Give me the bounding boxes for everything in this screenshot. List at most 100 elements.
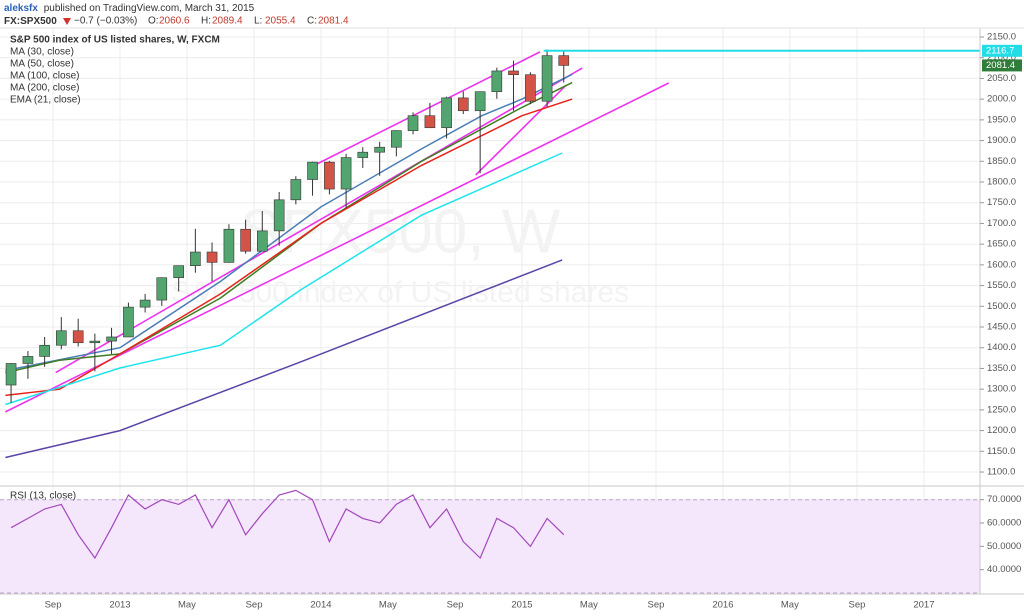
candle-body (206, 251, 218, 263)
legend-entry: MA (30, close) (10, 47, 74, 58)
candle-body (374, 146, 385, 153)
y-tick-label: 1750.0 (987, 197, 1016, 208)
candle-body (190, 251, 201, 266)
rsi-line (10, 489, 565, 560)
candle-body (156, 277, 168, 301)
indicator-line (5, 152, 563, 406)
candle-body (240, 228, 251, 252)
candle-body (508, 70, 519, 76)
candle-body (457, 97, 469, 112)
y-tick-label: 2000.0 (987, 94, 1016, 105)
price-label-box (982, 44, 1022, 57)
price-label: 2081.4 (986, 60, 1015, 71)
candle-body (5, 363, 17, 386)
symbol-line: FX:SPX500 (4, 16, 57, 27)
candle-body (525, 74, 536, 102)
candle-body (256, 230, 268, 252)
legend-entry: EMA (21, close) (10, 95, 81, 106)
chart-title: S&P 500 index of US listed shares, W, FX… (10, 35, 220, 46)
y-tick-label: 40.0000 (987, 564, 1021, 575)
price-label-box (982, 59, 1022, 72)
candle-body (290, 179, 302, 201)
y-tick-label: 1250.0 (987, 404, 1016, 415)
candle-body (106, 336, 117, 342)
candle-body (424, 115, 436, 129)
candle-body (340, 157, 352, 190)
candle-body (357, 151, 369, 158)
ohlc-value: 2060.6 (159, 16, 190, 27)
x-tick-label: Sep (45, 600, 62, 611)
down-arrow (63, 18, 71, 25)
y-tick-label: 70.0000 (987, 494, 1021, 505)
candle-body (407, 115, 419, 131)
y-tick-label: 1650.0 (987, 239, 1016, 250)
candle-body (307, 161, 318, 180)
ohlc-value: 2055.4 (265, 16, 296, 27)
header-line: aleksfx published on TradingView.com, Ma… (4, 3, 255, 14)
indicator-line (5, 73, 573, 372)
legend-entry: MA (50, close) (10, 59, 74, 70)
y-tick-label: 1150.0 (987, 446, 1015, 457)
y-tick-label: 1450.0 (987, 322, 1016, 333)
candle-body (441, 97, 452, 129)
candle-body (541, 55, 553, 102)
candle-body (474, 91, 486, 112)
candle-body (139, 299, 151, 308)
indicator-line (5, 81, 573, 374)
ohlc: O: 2060.6 H: 2089.4 L: 2055.4 C: 2081.4 (148, 16, 349, 27)
ohlc-label: L: (254, 16, 262, 27)
candle-body (558, 55, 570, 66)
y-tick-label: 1950.0 (987, 114, 1016, 125)
x-tick-label: Sep (849, 600, 866, 611)
candle-body (56, 330, 67, 346)
candle-body (223, 228, 235, 263)
x-tick-label: May (580, 600, 598, 611)
x-tick-label: 2014 (310, 600, 331, 611)
x-tick-label: Sep (648, 600, 665, 611)
candle-body (123, 306, 134, 338)
candle-body (72, 330, 84, 344)
price-panel: SPX500, W S&P 500 index of US listed sha… (5, 49, 980, 459)
indicator-line (5, 259, 563, 459)
x-tick-label: Sep (246, 600, 263, 611)
change: −0.7 (−0.03%) (74, 16, 137, 27)
x-tick-label: May (178, 600, 196, 611)
y-tick-label: 1500.0 (987, 301, 1016, 312)
candle-body (273, 199, 285, 232)
y-tick-label: 1550.0 (987, 280, 1016, 291)
symbol: FX:SPX500 (4, 16, 57, 27)
legend: S&P 500 index of US listed shares, W, FX… (10, 35, 220, 106)
legend-entry: MA (200, close) (10, 83, 79, 94)
y-tick-label: 2150.0 (987, 32, 1016, 43)
x-tick-label: May (379, 600, 397, 611)
ohlc-value: 2081.4 (318, 16, 349, 27)
ohlc-value: 2089.4 (212, 16, 243, 27)
trend-line (55, 67, 583, 374)
legend-entry: MA (100, close) (10, 71, 79, 82)
y-tick-label: 60.0000 (987, 518, 1021, 529)
y-tick-label: 1350.0 (987, 363, 1016, 374)
y-tick-label: 1600.0 (987, 259, 1016, 270)
price-label: 2116.7 (986, 45, 1014, 56)
y-tick-label: 1100.0 (987, 467, 1015, 478)
rsi-title: RSI (13, close) (10, 491, 76, 502)
published: published on TradingView.com, March 31, … (44, 3, 255, 14)
x-tick-label: 2016 (712, 600, 733, 611)
y-tick-label: 1400.0 (987, 342, 1016, 353)
candle-body (491, 70, 503, 92)
x-tick-label: 2013 (109, 600, 130, 611)
trend-line (314, 51, 541, 166)
x-tick-label: Sep (447, 600, 464, 611)
ohlc-label: H: (201, 16, 211, 27)
author[interactable]: aleksfx (4, 3, 38, 14)
y-tick-label: 50.0000 (987, 541, 1021, 552)
candle-body (39, 344, 50, 357)
candle-body (391, 130, 402, 148)
rsi-band (0, 499, 980, 593)
y-tick-label: 1300.0 (987, 384, 1016, 395)
ohlc-label: O: (148, 16, 159, 27)
y-tick-label: 1200.0 (987, 425, 1016, 436)
y-tick-label: 1700.0 (987, 218, 1016, 229)
